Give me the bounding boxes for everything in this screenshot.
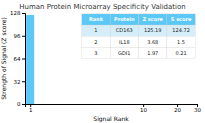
- table-header: Z score: [142, 16, 163, 22]
- tick-label: 10: [140, 107, 147, 113]
- table-text: CD163: [116, 27, 133, 33]
- tick-mark: [22, 59, 25, 60]
- tick: 20: [174, 104, 181, 113]
- tick-label: 0: [17, 101, 21, 107]
- tick-label: 1: [29, 107, 33, 113]
- table-cell: [110, 14, 138, 25]
- table-cell: [82, 36, 110, 47]
- table-text: 1.5: [177, 39, 185, 45]
- table-text: IL18: [119, 39, 130, 45]
- tick: 30: [194, 104, 201, 113]
- tick: 64: [14, 56, 26, 62]
- tick-label: 128: [10, 10, 21, 16]
- table-text: GDI1: [118, 50, 130, 56]
- tick-label: 96: [14, 33, 21, 39]
- y-label: Strength of Signal (Z score): [0, 17, 8, 100]
- table-text: 125.19: [144, 27, 162, 33]
- plot: 11020300326496128RankProteinZ scoreS sco…: [10, 10, 201, 113]
- table-text: 3: [94, 50, 97, 56]
- table: Rank Protein Z score S score 1 CD163 125.19 124…: [82, 14, 196, 59]
- tick-label: 20: [174, 107, 181, 113]
- table-cell: [139, 25, 167, 36]
- tick-mark: [22, 13, 25, 14]
- tick: 1: [29, 104, 33, 113]
- table-cell: [139, 36, 167, 47]
- table-text: 3.68: [147, 39, 158, 45]
- table-cell: [110, 47, 138, 58]
- tick-mark: [22, 36, 25, 37]
- tick-mark: [22, 104, 25, 105]
- table-cell: [167, 25, 195, 36]
- table-text: 1: [94, 27, 97, 33]
- tick: 128: [10, 10, 25, 16]
- table-header: S score: [171, 16, 192, 22]
- tick: 0: [17, 101, 25, 107]
- table-cell: [82, 47, 110, 58]
- tick-label: 64: [14, 56, 21, 62]
- tick: 96: [14, 33, 26, 39]
- bars: [26, 15, 34, 104]
- axis-line: [22, 14, 26, 105]
- x-label: Signal Rank: [93, 115, 129, 123]
- y-axis: 0 32 64 96 128: [10, 10, 26, 107]
- table-cell: [167, 47, 195, 58]
- table-cell: [82, 14, 110, 25]
- table-cell: [82, 25, 110, 36]
- title: Human Protein Microarray Specificity Val…: [19, 3, 186, 11]
- tick-label: 32: [14, 79, 21, 85]
- table-cell: [110, 36, 138, 47]
- table-cell: [110, 25, 138, 36]
- table-cell: [167, 36, 195, 47]
- tick-mark: [22, 81, 25, 82]
- table-text: 1.97: [147, 50, 158, 56]
- table-cell: [139, 47, 167, 58]
- tick-label: 30: [194, 107, 201, 113]
- table-cell: [139, 14, 167, 25]
- tick: 32: [14, 79, 26, 85]
- chart: Human Protein Microarray Specificity Val…: [0, 0, 205, 123]
- table-text: 2: [94, 39, 97, 45]
- table-header: Rank: [89, 16, 104, 22]
- table-header: Protein: [114, 16, 135, 22]
- table-cell: [167, 14, 195, 25]
- x-axis: 1 10 20 30: [26, 104, 202, 113]
- bar: [26, 15, 34, 104]
- table-text: 124.72: [172, 27, 190, 33]
- table-text: 0.21: [176, 50, 187, 56]
- axis-line: [26, 105, 198, 108]
- tick: 10: [140, 104, 147, 113]
